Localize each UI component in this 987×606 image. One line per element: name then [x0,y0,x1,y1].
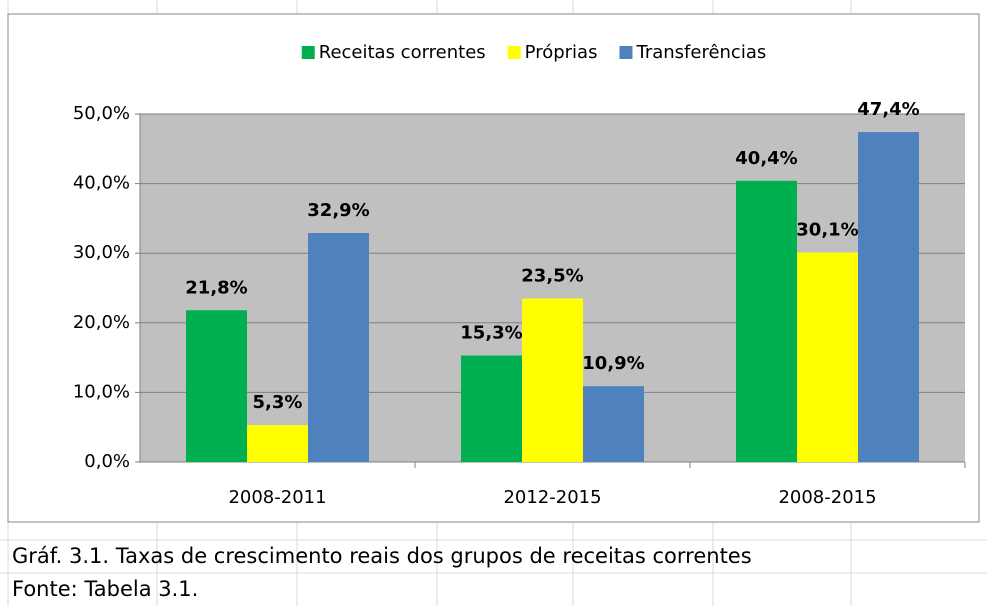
value-label: 47,4% [857,99,919,120]
value-label: 32,9% [307,200,369,221]
bar [308,233,369,462]
bar [461,355,522,462]
value-label: 15,3% [460,323,522,344]
legend-label: Próprias [525,42,598,63]
y-tick-label: 20,0% [73,312,130,333]
legend-swatch [619,46,633,59]
bar [247,425,308,462]
caption: Gráf. 3.1. Taxas de crescimento reais do… [12,544,752,568]
value-label: 23,5% [521,265,583,286]
legend-label: Transferências [635,42,766,63]
bar [522,298,583,462]
x-tick-label: 2008-2015 [778,487,876,508]
bar [583,386,644,462]
x-tick-label: 2012-2015 [503,487,601,508]
source: Fonte: Tabela 3.1. [12,577,198,601]
bar [797,252,858,462]
value-label: 30,1% [796,220,858,241]
y-tick-label: 0,0% [84,451,130,472]
y-tick-label: 10,0% [73,381,130,402]
legend-label: Receitas correntes [319,42,486,63]
y-tick-label: 50,0% [73,103,130,124]
value-label: 40,4% [735,148,797,169]
legend-swatch [507,46,521,59]
y-tick-label: 30,0% [73,242,130,263]
y-tick-label: 40,0% [73,173,130,194]
legend-swatch [301,46,315,59]
value-label: 21,8% [185,277,247,298]
value-label: 5,3% [253,392,303,413]
bar [736,180,797,463]
bar [858,132,919,462]
x-tick-label: 2008-2011 [228,487,326,508]
value-label: 10,9% [582,353,644,374]
bar [186,310,247,462]
